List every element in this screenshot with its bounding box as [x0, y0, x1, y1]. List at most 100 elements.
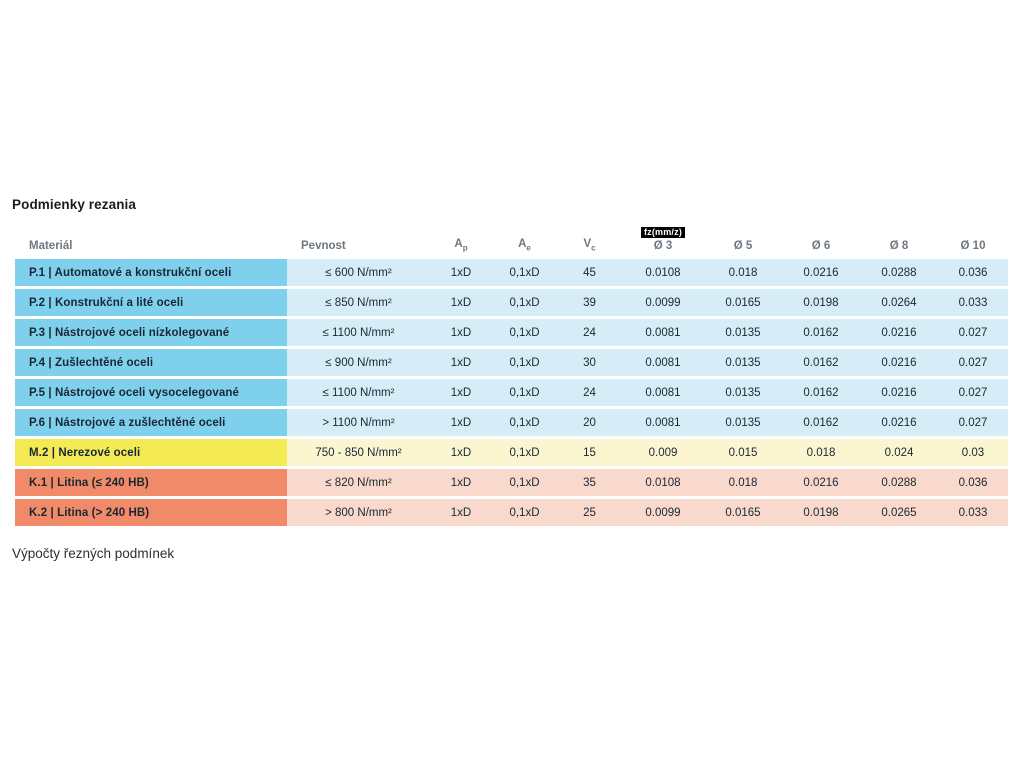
col-header-d5: Ø 5: [733, 240, 753, 253]
cell-fz-d3: 0.0108: [622, 469, 704, 496]
cell-fz-d8: 0.0216: [860, 349, 938, 376]
cell-fz-d6: 0.018: [782, 439, 860, 466]
cell-vc: 25: [557, 499, 622, 526]
cell-fz-d6: 0.0162: [782, 379, 860, 406]
cell-fz-d6: 0.0162: [782, 319, 860, 346]
cell-fz-d10: 0.027: [938, 319, 1008, 346]
table-body: P.1 | Automatové a konstrukční oceli ≤ 6…: [15, 259, 1008, 526]
cell-strength: ≤ 1100 N/mm²: [287, 319, 430, 346]
cell-ap: 1xD: [430, 499, 492, 526]
cell-fz-d3: 0.0099: [622, 499, 704, 526]
cell-fz-d5: 0.0135: [704, 379, 782, 406]
cell-fz-d3: 0.0108: [622, 259, 704, 286]
col-header-d10: Ø 10: [960, 240, 986, 253]
cell-material: P.2 | Konstrukční a lité oceli: [15, 289, 287, 316]
cell-fz-d8: 0.0265: [860, 499, 938, 526]
cell-ap: 1xD: [430, 319, 492, 346]
cell-ap: 1xD: [430, 439, 492, 466]
col-header-ap: Ap: [430, 238, 492, 253]
cell-material: P.4 | Zušlechtěné oceli: [15, 349, 287, 376]
table-row: P.3 | Nástrojové oceli nízkolegované ≤ 1…: [15, 319, 1008, 346]
cell-fz-d6: 0.0198: [782, 289, 860, 316]
table-row: P.1 | Automatové a konstrukční oceli ≤ 6…: [15, 259, 1008, 286]
cell-ae: 0,1xD: [492, 319, 557, 346]
cell-ae: 0,1xD: [492, 499, 557, 526]
table-row: K.2 | Litina (> 240 HB) > 800 N/mm² 1xD …: [15, 499, 1008, 526]
cell-fz-d5: 0.018: [704, 259, 782, 286]
cell-fz-d10: 0.036: [938, 469, 1008, 496]
cell-fz-d5: 0.0135: [704, 349, 782, 376]
col-header-strength: Pevnost: [301, 240, 346, 253]
cell-fz-d5: 0.015: [704, 439, 782, 466]
cell-vc: 39: [557, 289, 622, 316]
ae-base: A: [518, 237, 527, 250]
cell-ae: 0,1xD: [492, 469, 557, 496]
cell-fz-d10: 0.033: [938, 499, 1008, 526]
cell-strength: ≤ 1100 N/mm²: [287, 379, 430, 406]
cell-fz-d5: 0.0135: [704, 319, 782, 346]
cell-fz-d8: 0.0288: [860, 469, 938, 496]
table-row: P.5 | Nástrojové oceli vysocelegované ≤ …: [15, 379, 1008, 406]
cell-ap: 1xD: [430, 379, 492, 406]
cell-strength: > 800 N/mm²: [287, 499, 430, 526]
cell-fz-d6: 0.0198: [782, 499, 860, 526]
cell-material: P.6 | Nástrojové a zušlechtěné oceli: [15, 409, 287, 436]
cell-ae: 0,1xD: [492, 259, 557, 286]
cell-fz-d5: 0.0135: [704, 409, 782, 436]
cell-fz-d10: 0.027: [938, 409, 1008, 436]
cell-strength: 750 - 850 N/mm²: [287, 439, 430, 466]
cell-fz-d3: 0.0081: [622, 319, 704, 346]
cell-ae: 0,1xD: [492, 349, 557, 376]
cell-fz-d3: 0.009: [622, 439, 704, 466]
cell-ap: 1xD: [430, 469, 492, 496]
cell-fz-d6: 0.0162: [782, 409, 860, 436]
cell-fz-d6: 0.0162: [782, 349, 860, 376]
cell-material: P.5 | Nástrojové oceli vysocelegované: [15, 379, 287, 406]
table-row: K.1 | Litina (≤ 240 HB) ≤ 820 N/mm² 1xD …: [15, 469, 1008, 496]
table-row: M.2 | Nerezové oceli 750 - 850 N/mm² 1xD…: [15, 439, 1008, 466]
cell-ae: 0,1xD: [492, 379, 557, 406]
cell-strength: ≤ 850 N/mm²: [287, 289, 430, 316]
cell-ae: 0,1xD: [492, 439, 557, 466]
cell-vc: 24: [557, 379, 622, 406]
ap-sub: p: [462, 243, 468, 253]
cell-material: K.1 | Litina (≤ 240 HB): [15, 469, 287, 496]
cell-fz-d5: 0.0165: [704, 289, 782, 316]
cell-vc: 20: [557, 409, 622, 436]
cell-vc: 15: [557, 439, 622, 466]
cell-fz-d8: 0.0264: [860, 289, 938, 316]
col-header-d6: Ø 6: [811, 240, 831, 253]
cell-fz-d8: 0.0216: [860, 379, 938, 406]
cell-material: M.2 | Nerezové oceli: [15, 439, 287, 466]
cell-fz-d3: 0.0099: [622, 289, 704, 316]
cell-vc: 35: [557, 469, 622, 496]
cell-ae: 0,1xD: [492, 289, 557, 316]
section-heading-calculations: Výpočty řezných podmínek: [12, 546, 175, 561]
table-header-row: Materiál Pevnost Ap Ae Vc fz(mm/z) Ø 3 Ø…: [15, 223, 1008, 259]
table-row: P.6 | Nástrojové a zušlechtěné oceli > 1…: [15, 409, 1008, 436]
cell-fz-d6: 0.0216: [782, 469, 860, 496]
cell-fz-d3: 0.0081: [622, 379, 704, 406]
cell-fz-d3: 0.0081: [622, 349, 704, 376]
cell-fz-d8: 0.024: [860, 439, 938, 466]
cell-fz-d10: 0.03: [938, 439, 1008, 466]
ap-base: A: [454, 237, 463, 250]
col-header-d3: fz(mm/z) Ø 3: [622, 227, 704, 253]
col-header-material: Materiál: [29, 240, 73, 253]
cell-strength: ≤ 820 N/mm²: [287, 469, 430, 496]
col-header-ae: Ae: [492, 238, 557, 253]
cell-vc: 24: [557, 319, 622, 346]
col-header-vc: Vc: [557, 238, 622, 253]
cell-ap: 1xD: [430, 409, 492, 436]
cell-ap: 1xD: [430, 349, 492, 376]
cell-fz-d10: 0.027: [938, 349, 1008, 376]
d3-label: Ø 3: [653, 240, 673, 253]
vc-sub: c: [591, 243, 596, 253]
table-row: P.4 | Zušlechtěné oceli ≤ 900 N/mm² 1xD …: [15, 349, 1008, 376]
col-header-d8: Ø 8: [889, 240, 909, 253]
cell-strength: ≤ 900 N/mm²: [287, 349, 430, 376]
cell-vc: 30: [557, 349, 622, 376]
cell-fz-d5: 0.0165: [704, 499, 782, 526]
cell-fz-d10: 0.036: [938, 259, 1008, 286]
